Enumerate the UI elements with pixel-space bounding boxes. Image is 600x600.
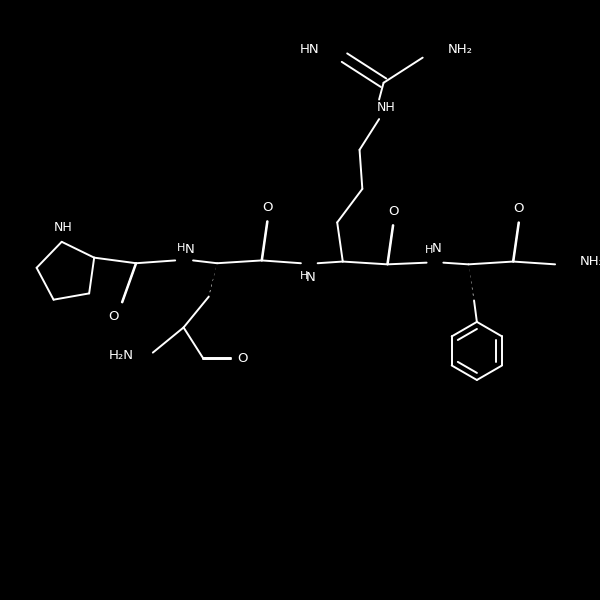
Text: O: O	[514, 202, 524, 215]
Text: O: O	[262, 201, 272, 214]
Text: H: H	[425, 245, 434, 256]
Text: H₂N: H₂N	[108, 349, 133, 362]
Text: O: O	[388, 205, 398, 218]
Text: O: O	[237, 352, 247, 365]
Text: NH: NH	[376, 101, 395, 115]
Text: H: H	[176, 243, 185, 253]
Text: NH: NH	[54, 221, 73, 235]
Text: N: N	[306, 271, 316, 284]
Text: NH₂: NH₂	[580, 255, 600, 268]
Text: N: N	[432, 242, 442, 255]
Text: HN: HN	[299, 43, 319, 56]
Text: N: N	[184, 243, 194, 256]
Text: H: H	[299, 271, 308, 281]
Text: O: O	[109, 310, 119, 323]
Text: NH₂: NH₂	[448, 43, 473, 56]
